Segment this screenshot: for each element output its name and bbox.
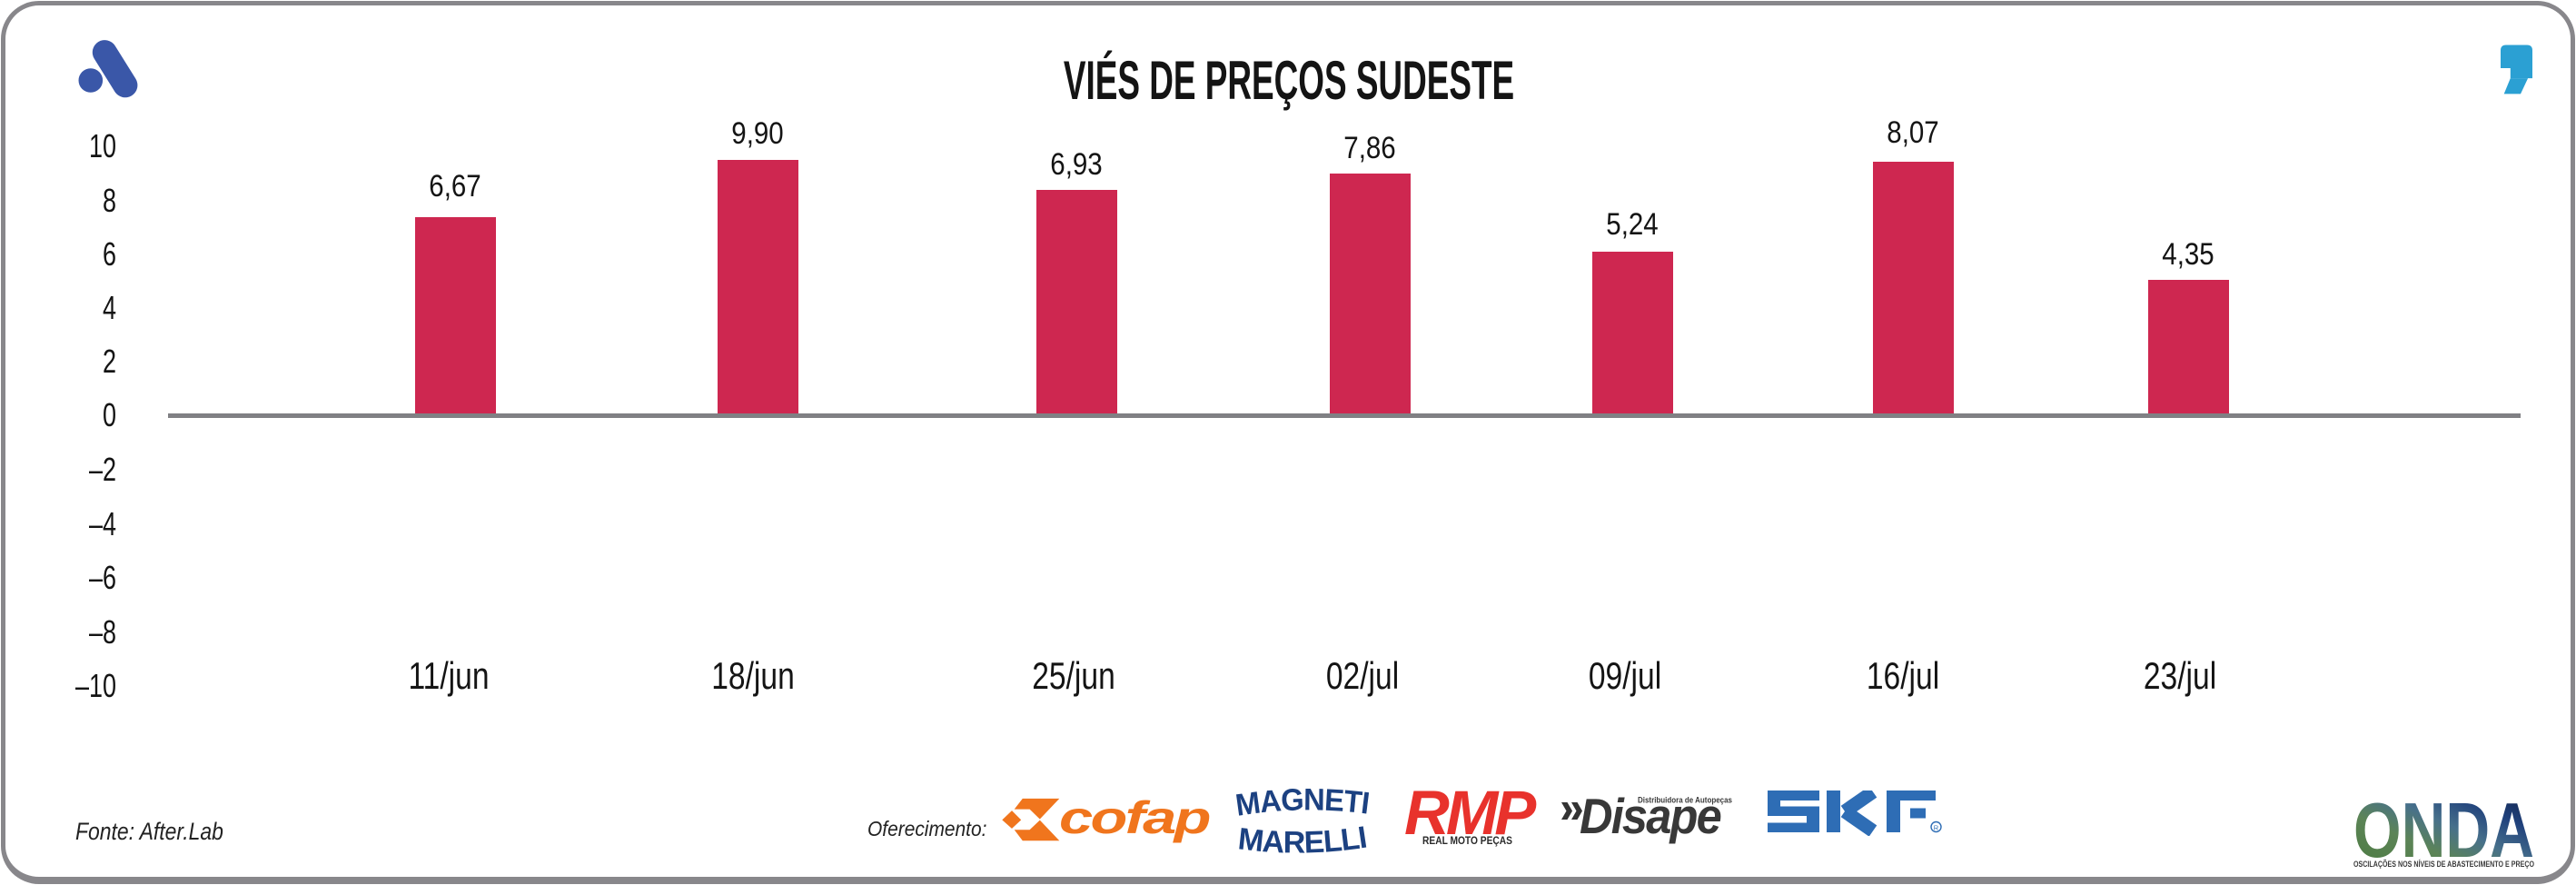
svg-text:MARELLI: MARELLI xyxy=(1236,820,1369,860)
svg-text:MAGNETI: MAGNETI xyxy=(1234,782,1371,822)
svg-text:ONDA: ONDA xyxy=(2353,795,2534,872)
svg-text:OSCILAÇÕES NOS NÍVEIS DE ABAST: OSCILAÇÕES NOS NÍVEIS DE ABASTECIMENTO E… xyxy=(2353,860,2534,869)
svg-text:REAL MOTO PEÇAS: REAL MOTO PEÇAS xyxy=(1422,836,1512,847)
svg-text:R: R xyxy=(1934,823,1939,831)
svg-text:Distribuidora de Autopeças: Distribuidora de Autopeças xyxy=(1638,795,1732,805)
